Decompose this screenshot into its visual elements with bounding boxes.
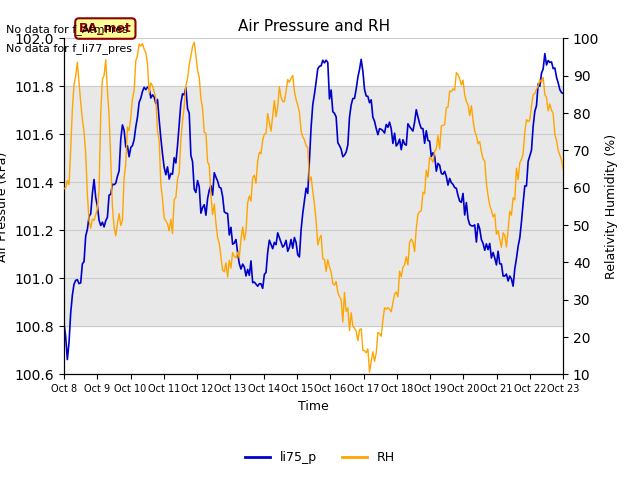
Y-axis label: Relativity Humidity (%): Relativity Humidity (%) [605,134,618,279]
X-axis label: Time: Time [298,400,329,413]
Text: No data for f_li77_pres: No data for f_li77_pres [6,43,132,54]
Text: No data for f_AtmPres: No data for f_AtmPres [6,24,129,35]
Bar [64,86,563,326]
Title: Air Pressure and RH: Air Pressure and RH [237,20,390,35]
Legend: li75_p, RH: li75_p, RH [240,446,400,469]
Text: BA_met: BA_met [79,22,132,35]
Y-axis label: Air Pressure (kPa): Air Pressure (kPa) [0,151,9,262]
